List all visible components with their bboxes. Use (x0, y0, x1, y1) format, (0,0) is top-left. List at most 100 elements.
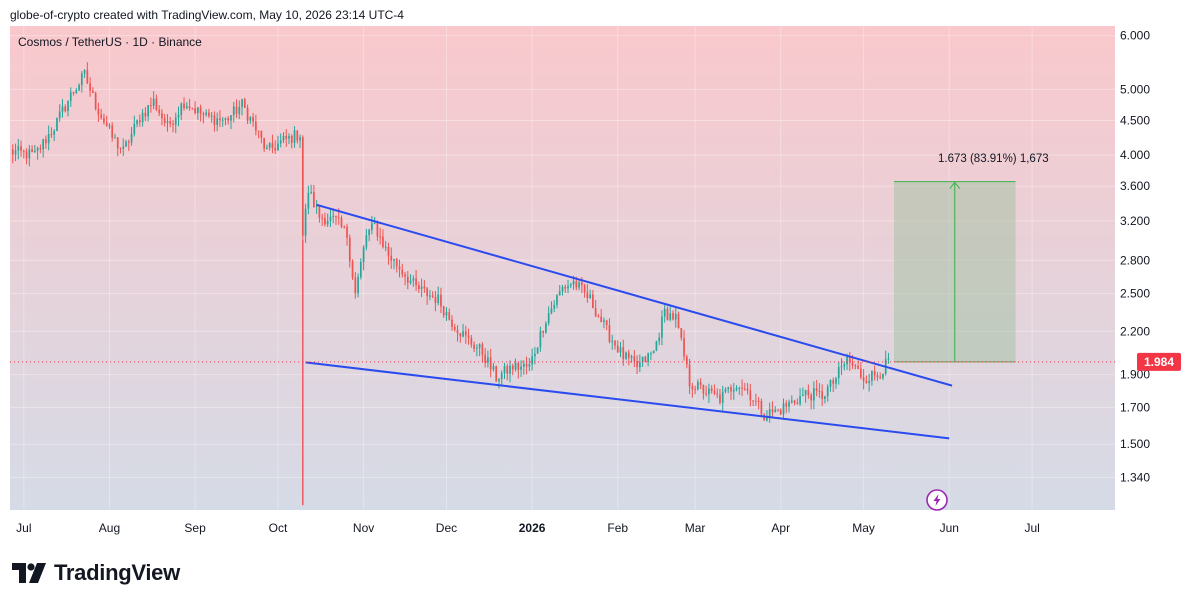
candle-body (525, 363, 528, 367)
candle-body (25, 151, 28, 159)
time-tick-label: May (852, 521, 875, 535)
time-tick-label: Jun (940, 521, 959, 535)
time-tick-label: Mar (685, 521, 706, 535)
candle-body (136, 120, 138, 125)
candle-body (790, 400, 793, 403)
candle-body (779, 409, 782, 415)
candle-body (34, 150, 36, 153)
candle-body (528, 364, 531, 367)
candle-body (243, 99, 246, 108)
candle-body (691, 386, 694, 390)
candle-body (282, 136, 285, 141)
candle-body (379, 236, 382, 238)
candle-body (293, 130, 296, 143)
candle-body (495, 366, 498, 382)
chart-area[interactable]: 6.000 5.000 4.500 4.000 3.600 3.200 2.800 2.500… (0, 26, 1200, 542)
candle-body (641, 356, 644, 363)
time-tick-label: Dec (436, 521, 457, 535)
candle-body (616, 345, 619, 353)
candle-body (572, 280, 575, 285)
candle-body (277, 143, 279, 151)
candle-body (862, 377, 865, 381)
candle-body (219, 118, 221, 121)
candle-body (301, 137, 304, 236)
candle-body (520, 366, 522, 370)
trendline-lower[interactable] (305, 361, 950, 440)
candle-body (11, 149, 14, 155)
candle-body (785, 403, 788, 407)
candle-body (67, 101, 69, 112)
candle-body (183, 103, 185, 109)
candle-body (710, 388, 713, 392)
candle-body (749, 390, 752, 401)
candle-body (417, 285, 420, 290)
candle-body (782, 403, 785, 415)
tradingview-logo[interactable]: TradingView (12, 560, 180, 586)
candle-body (826, 386, 829, 397)
candle-body (268, 143, 271, 148)
candle-body (481, 344, 484, 355)
candle-body (249, 117, 252, 121)
candle-body (575, 280, 578, 288)
candle-body (180, 103, 183, 115)
candle-body (114, 137, 116, 139)
candle-body (17, 146, 20, 151)
candle-body (730, 387, 732, 392)
candle-body (434, 296, 437, 304)
candle-body (586, 292, 589, 299)
candle-body (161, 113, 163, 119)
candle-body (868, 380, 870, 384)
price-chart[interactable]: 6.000 5.000 4.500 4.000 3.600 3.200 2.800 2.500… (0, 26, 1200, 542)
last-price-tag[interactable] (1137, 352, 1181, 371)
candle-body (738, 387, 741, 389)
candle-body (260, 130, 263, 138)
candle-body (227, 118, 230, 121)
candle-body (116, 137, 119, 149)
price-tick-label: 2.800 (1120, 253, 1150, 267)
candle-body (238, 106, 241, 114)
candle-body (547, 313, 550, 324)
candle-body (138, 120, 141, 123)
candle-body (279, 140, 282, 144)
candle-body (97, 108, 100, 115)
candle-body (351, 261, 354, 278)
candle-body (592, 294, 594, 308)
candle-body (393, 258, 395, 261)
candle-body (608, 325, 611, 342)
candle-body (807, 390, 810, 396)
candle-body (542, 330, 545, 333)
candle-body (199, 107, 202, 114)
candle-body (42, 139, 45, 150)
candle-body (271, 143, 274, 149)
candle-body (263, 137, 266, 149)
candle-body (713, 391, 716, 394)
candle-body (56, 117, 58, 131)
candle-body (348, 237, 351, 262)
candle-body (78, 84, 80, 91)
candle-body (45, 139, 47, 144)
candle-body (597, 316, 600, 318)
alert-icon[interactable] (926, 489, 948, 511)
candle-body (697, 381, 699, 390)
candle-body (28, 149, 31, 159)
candle-body (470, 337, 473, 345)
candle-body (638, 362, 641, 368)
candle-body (727, 387, 730, 390)
candle-body (567, 285, 569, 289)
candle-body (94, 92, 97, 109)
candle-body (335, 215, 337, 218)
candle-body (208, 112, 210, 117)
candle-body (423, 286, 426, 289)
candle-body (365, 235, 368, 248)
candle-body (185, 106, 188, 109)
candle-body (517, 362, 520, 370)
candle-body (456, 329, 459, 334)
candle-body (837, 367, 840, 379)
candle-body (578, 282, 580, 288)
candle-body (766, 416, 768, 421)
trendline-upper[interactable] (316, 203, 953, 387)
candle-body (415, 278, 417, 286)
price-tick-label: 1.900 (1120, 368, 1150, 382)
candle-body (459, 333, 462, 337)
candles (11, 62, 890, 506)
